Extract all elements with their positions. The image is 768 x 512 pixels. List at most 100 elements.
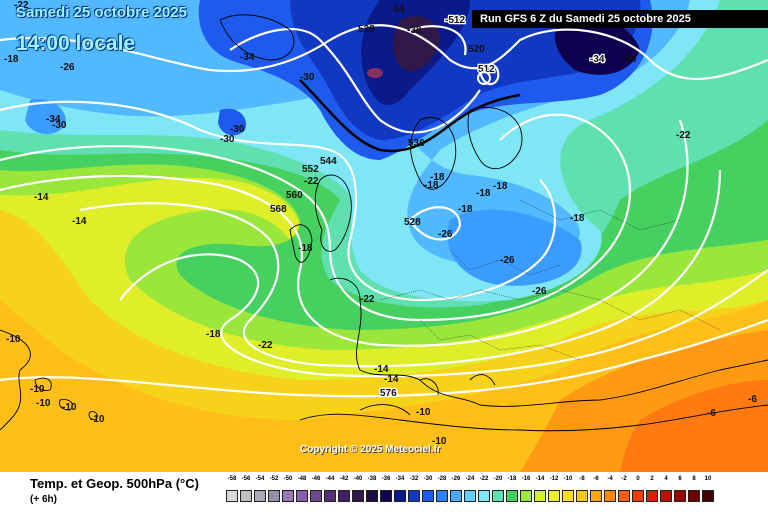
contour-536-bold — [299, 79, 521, 153]
legend-swatch — [310, 490, 322, 502]
legend-swatch — [380, 490, 392, 502]
legend-swatch — [226, 490, 238, 502]
map-label: 536 — [408, 138, 425, 149]
cold-pool-east — [447, 209, 582, 286]
contour-line — [0, 100, 557, 302]
map-label: -18 — [424, 180, 439, 191]
coastline-europe-south — [329, 277, 768, 407]
legend-swatch — [562, 490, 574, 502]
legend-swatch — [590, 490, 602, 502]
border-line — [599, 299, 721, 331]
contour-line — [229, 28, 481, 134]
legend-swatch — [366, 490, 378, 502]
map-label: -30 — [220, 134, 235, 145]
map-label: -30 — [622, 54, 637, 65]
map-label: -18 — [298, 243, 313, 254]
map-label: -26 — [438, 229, 453, 240]
legend-label: -8 — [579, 476, 585, 482]
legend-label: -40 — [353, 476, 363, 482]
temp-zone-hottest — [620, 380, 768, 472]
legend-label: -38 — [367, 476, 377, 482]
coastline-americas — [0, 329, 31, 431]
legend-label: -12 — [549, 476, 559, 482]
coastline-scandinavia — [410, 116, 457, 190]
map-label: -30 — [52, 120, 67, 131]
legend-label: -18 — [507, 476, 517, 482]
map-label: -10 — [90, 414, 105, 425]
map-label: -34 — [590, 54, 605, 65]
legend-swatch — [296, 490, 308, 502]
legend-swatch — [646, 490, 658, 502]
legend-label: 4 — [664, 476, 668, 482]
forecast-step: (+ 6h) — [30, 494, 57, 505]
cold-pool-mid — [218, 108, 246, 136]
legend-label: -30 — [423, 476, 433, 482]
map-label: -22 — [360, 294, 375, 305]
coastline-med — [359, 374, 496, 416]
map-label: -26 — [60, 62, 75, 73]
map-label: 544 — [320, 156, 337, 167]
legend-swatch — [254, 490, 266, 502]
legend-label: -10 — [563, 476, 573, 482]
run-info: Run GFS 6 Z du Samedi 25 octobre 2025 — [472, 10, 768, 28]
coastline-north-africa — [299, 404, 768, 432]
legend-label: -34 — [395, 476, 405, 482]
legend-swatch — [240, 490, 252, 502]
legend-label: -54 — [255, 476, 265, 482]
contour-closed — [408, 206, 462, 241]
map-label: -22 — [14, 0, 29, 11]
legend-swatch — [436, 490, 448, 502]
map-label: -10 — [416, 407, 431, 418]
map-label: -18 — [570, 213, 585, 224]
map-label: -18 — [4, 54, 19, 65]
map-label: -14 — [374, 364, 389, 375]
map-label: -22 — [676, 130, 691, 141]
legend-swatch — [548, 490, 560, 502]
map-label: -10 — [6, 334, 21, 345]
map-label: 568 — [270, 204, 287, 215]
map-label: -14 — [72, 216, 87, 227]
legend-label: -28 — [437, 476, 447, 482]
legend-swatch — [534, 490, 546, 502]
legend-label: -16 — [521, 476, 531, 482]
map-label: 520 — [468, 44, 485, 55]
legend-swatch — [450, 490, 462, 502]
coastline-greenland — [219, 14, 295, 61]
cold-pool-west — [25, 99, 66, 135]
legend-swatch — [520, 490, 532, 502]
legend-label: -50 — [283, 476, 293, 482]
legend-swatch — [702, 490, 714, 502]
legend-swatch — [408, 490, 420, 502]
legend-label: -42 — [339, 476, 349, 482]
border-line — [519, 199, 681, 231]
legend-label: -22 — [479, 476, 489, 482]
legend-label: -44 — [325, 476, 335, 482]
legend-swatch — [492, 490, 504, 502]
border-line — [449, 249, 561, 276]
legend-swatch — [464, 490, 476, 502]
coastline-ireland — [289, 224, 313, 263]
map-value-labels: -22 -34 -18 -26 -34 -38 -512 528 -30 -30… — [4, 0, 757, 447]
legend-swatch — [338, 490, 350, 502]
copyright-notice: Copyright © 2025 Meteociel.fr — [300, 444, 441, 455]
map-label: -14 — [384, 374, 399, 385]
contour-line — [79, 169, 722, 368]
map-label: -30 — [230, 124, 245, 135]
legend-swatch — [324, 490, 336, 502]
legend-swatch — [660, 490, 672, 502]
legend-label: 0 — [636, 476, 640, 482]
legend-label: -48 — [297, 476, 307, 482]
map-label: -38 — [407, 25, 422, 36]
map-label: 576 — [380, 388, 397, 399]
chart-title: Temp. et Geop. 500hPa (°C) — [30, 476, 199, 491]
map-label: -18 — [493, 181, 508, 192]
legend-label: -6 — [593, 476, 599, 482]
map-label: -34 — [240, 52, 255, 63]
legend-label: -20 — [493, 476, 503, 482]
map-label: -18 — [206, 329, 221, 340]
map-label: -18 — [458, 204, 473, 215]
contour-line — [0, 318, 768, 398]
legend-label: -24 — [465, 476, 475, 482]
map-label: -34 — [390, 4, 405, 15]
